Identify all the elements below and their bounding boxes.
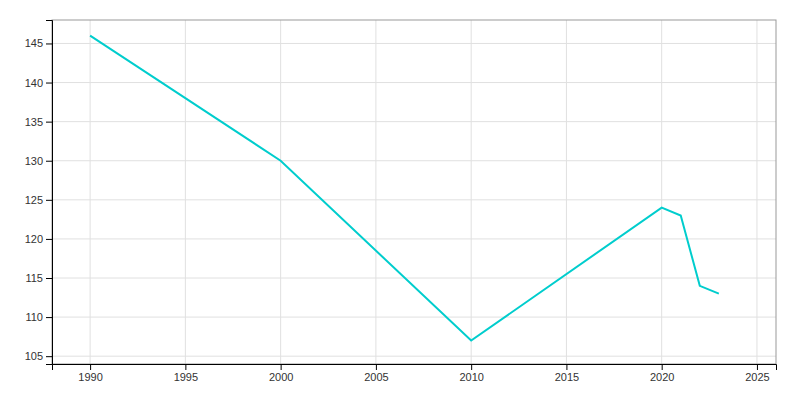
grid (52, 20, 776, 364)
x-tick-mark (185, 364, 186, 370)
y-tick-label: 125 (25, 194, 43, 206)
x-tick-label: 1990 (78, 371, 102, 383)
x-tick: 2010 (459, 364, 483, 383)
x-tick-mark (281, 364, 282, 370)
plot-area: 1990 1995 2000 2005 2010 2015 2020 2025 105 110 11… (25, 20, 777, 383)
y-axis: 105 110 115 120 125 130 135 140 145 (25, 21, 53, 365)
y-tick-mark (46, 239, 52, 240)
x-tick-mark (376, 364, 377, 370)
y-tick-label: 105 (25, 350, 43, 362)
y-tick-label: 135 (25, 116, 43, 128)
plot-frame (52, 20, 776, 364)
y-tick-label: 140 (25, 77, 43, 89)
y-tick: 110 (25, 311, 52, 323)
line (90, 36, 719, 341)
x-tick: 1990 (78, 364, 102, 383)
y-grid-line (52, 278, 776, 279)
x-grid-line (661, 20, 662, 364)
y-tick-mark (46, 356, 52, 357)
y-tick-mark (46, 122, 52, 123)
y-grid-line (52, 199, 776, 200)
y-tick-mark (46, 161, 52, 162)
y-tick: 130 (25, 155, 52, 167)
x-tick: 2015 (555, 364, 579, 383)
y-grid-line (52, 121, 776, 122)
y-tick-mark (46, 200, 52, 201)
x-tick-label: 2020 (650, 371, 674, 383)
x-tick: 1995 (174, 364, 198, 383)
x-grid-line (280, 20, 281, 364)
x-tick-label: 1995 (174, 371, 198, 383)
y-tick-label: 120 (25, 233, 43, 245)
x-grid-line (756, 20, 757, 364)
y-tick-mark (46, 83, 52, 84)
x-tick: 2005 (364, 364, 388, 383)
x-tick-label: 2010 (459, 371, 483, 383)
y-tick-mark (46, 317, 52, 318)
y-tick-mark (46, 43, 52, 44)
y-tick-label: 130 (25, 155, 43, 167)
y-grid-line (52, 160, 776, 161)
x-axis: 1990 1995 2000 2005 2010 2015 2020 2025 (53, 364, 777, 383)
x-tick-label: 2005 (364, 371, 388, 383)
y-tick-mark (46, 278, 52, 279)
x-tick-mark (757, 364, 758, 370)
x-axis-line (53, 365, 777, 371)
y-axis-line (46, 21, 53, 365)
x-tick-label: 2025 (745, 371, 769, 383)
y-tick: 125 (25, 194, 52, 206)
y-tick: 115 (25, 272, 52, 284)
y-tick: 135 (25, 116, 52, 128)
x-tick-label: 2015 (555, 371, 579, 383)
y-tick-label: 110 (25, 311, 43, 323)
x-tick-label: 2000 (269, 371, 293, 383)
y-tick-label: 145 (25, 37, 43, 49)
marks (90, 36, 719, 341)
x-tick: 2000 (269, 364, 293, 383)
x-grid-line (471, 20, 472, 364)
x-tick: 2025 (745, 364, 769, 383)
x-tick-mark (662, 364, 663, 370)
y-grid-line (52, 356, 776, 357)
y-tick: 145 (25, 37, 52, 49)
x-tick: 2020 (650, 364, 674, 383)
y-tick-label: 115 (25, 272, 43, 284)
y-grid-line (52, 317, 776, 318)
y-grid-line (52, 43, 776, 44)
x-grid-line (566, 20, 567, 364)
x-tick-mark (90, 364, 91, 370)
x-tick-mark (566, 364, 567, 370)
y-tick: 140 (25, 77, 52, 89)
y-tick: 120 (25, 233, 52, 245)
x-grid-line (375, 20, 376, 364)
y-tick: 105 (25, 350, 52, 362)
chart: 1990 1995 2000 2005 2010 2015 2020 2025 105 110 11… (0, 0, 800, 400)
x-grid-line (185, 20, 186, 364)
y-grid-line (52, 238, 776, 239)
x-grid-line (90, 20, 91, 364)
x-tick-mark (471, 364, 472, 370)
